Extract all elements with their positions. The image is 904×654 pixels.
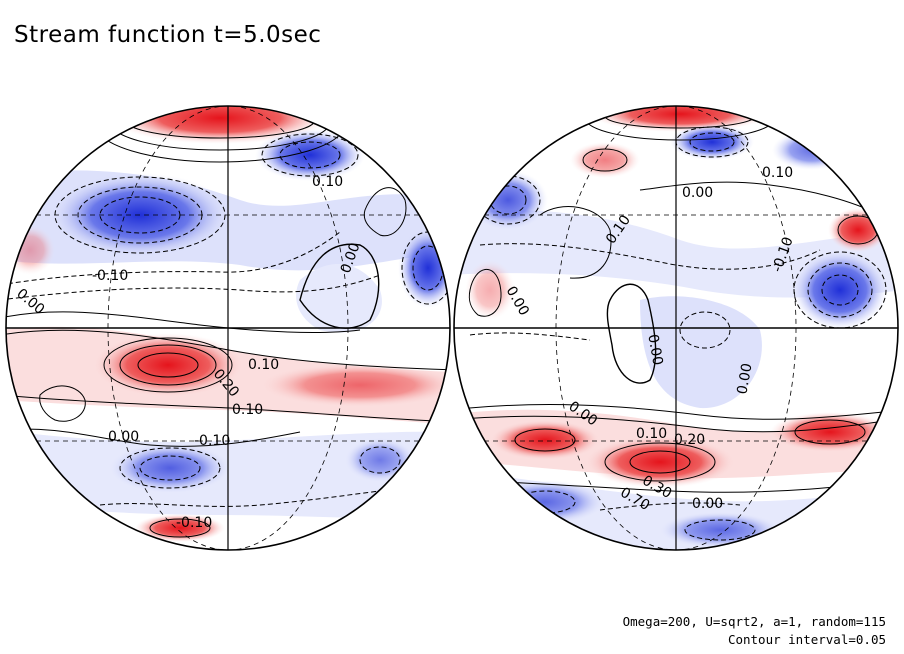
left-hemisphere-border <box>5 105 451 551</box>
left-red-south-cap <box>135 514 225 542</box>
left-blue-south-vortex <box>110 443 230 493</box>
contour-interval-text: Contour interval=0.05 <box>727 632 886 647</box>
contour-label: 0.00 <box>682 185 713 201</box>
contour-label: -0.10 <box>92 268 128 284</box>
left-red-north-cap <box>110 106 330 144</box>
left-red-west-blob <box>6 225 55 275</box>
left-blue-southeast-vortex <box>345 438 415 482</box>
right-blue-northeast-vortex <box>772 130 852 170</box>
right-blue-south-vortex <box>660 512 780 548</box>
left-red-east-band <box>260 363 450 407</box>
left-red-equator-vortex <box>93 333 243 397</box>
contour-label: 0.10 <box>636 426 667 442</box>
contour-label: -0.10 <box>194 433 230 449</box>
right-red-main-vortex <box>585 436 735 488</box>
left-hemisphere <box>6 106 450 550</box>
contour-label: 0.00 <box>734 362 755 395</box>
contour-label: 0.00 <box>644 333 665 366</box>
right-hemisphere-border <box>453 105 899 551</box>
contour-label: 0.00 <box>108 429 139 445</box>
chart-title: Stream function t=5.0sec <box>14 22 322 48</box>
right-hemisphere <box>454 106 898 550</box>
right-red-equator-vortex <box>490 420 600 460</box>
right-blue-north-vortex <box>670 124 754 160</box>
contour-label: 0.10 <box>762 165 793 181</box>
left-blue-west-vortex <box>50 173 230 257</box>
right-light-blue-center <box>640 296 762 409</box>
contour-label: 0.10 <box>248 357 279 373</box>
contour-label: 0.10 <box>232 402 263 418</box>
left-blue-north-vortex <box>255 129 365 181</box>
contour-label: 0.10 <box>312 174 343 190</box>
contour-label: 0.20 <box>674 432 705 448</box>
contour-label: 0.00 <box>692 496 723 512</box>
right-blue-east-vortex <box>792 250 888 330</box>
left-blue-east-vortex <box>398 228 450 308</box>
right-red-north-blob <box>570 142 640 178</box>
right-red-east-vortex <box>770 412 890 452</box>
right-red-west-blob <box>465 260 515 320</box>
right-blue-west-vortex <box>468 170 548 230</box>
parameter-text: Omega=200, U=sqrt2, a=1, random=115 <box>622 614 886 629</box>
left-light-blue-band-lower <box>6 430 450 520</box>
contour-label: -0.10 <box>176 515 212 531</box>
right-red-north-cap <box>590 106 770 132</box>
